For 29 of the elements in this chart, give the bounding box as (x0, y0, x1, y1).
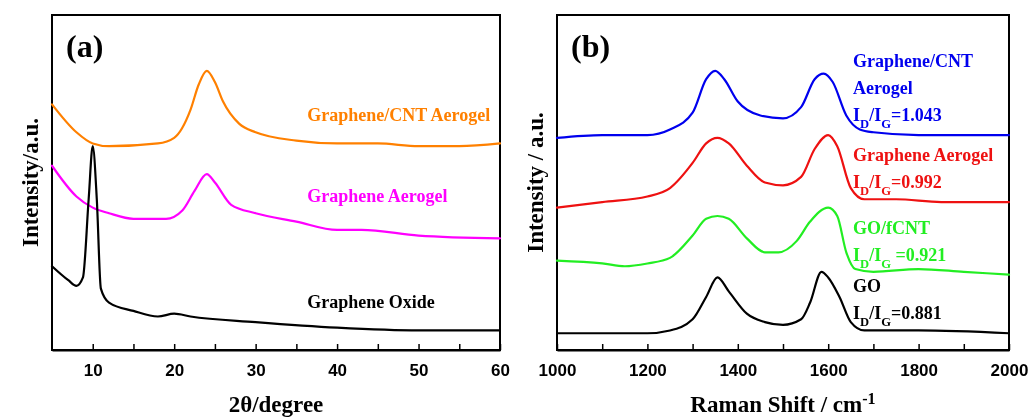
x-tick-label: 10 (83, 361, 103, 381)
x-tick-label: 1200 (628, 361, 667, 381)
series-label: Graphene Oxide (307, 291, 435, 312)
x-tick-label: 30 (246, 361, 266, 381)
x-axis-title: Raman Shift / cm$^{-1}$ (690, 389, 876, 417)
x-axis-title: 2θ/degree (228, 392, 324, 417)
chart-title: (a) (66, 28, 104, 64)
series-label: GO (853, 276, 882, 297)
x-tick-label: 60 (491, 361, 510, 381)
annotation: I$_{D}$/I$_{G}$=0.881 (853, 303, 942, 330)
series-label: Graphene/CNT Aerogel (307, 104, 491, 125)
series-label: Graphene Aerogel (307, 185, 448, 206)
x-tick-label: 1000 (538, 361, 577, 381)
y-axis-title: Intensity / a.u. (523, 112, 548, 253)
series-label: GO/fCNT (853, 217, 931, 238)
annotation: I$_{D}$/I$_{G}$=0.992 (853, 172, 942, 199)
annotation: I$_{D}$/I$_{G}$ =0.921 (853, 244, 947, 271)
x-tick-label: 20 (165, 361, 185, 381)
x-tick-label: 2000 (990, 361, 1029, 381)
x-tick-label: 1400 (719, 361, 758, 381)
x-tick-label: 50 (409, 361, 429, 381)
x-tick-label: 1600 (809, 361, 848, 381)
series-label: Graphene Aerogel (853, 145, 994, 166)
chart-title: (b) (571, 28, 611, 64)
series-label: Graphene/CNT Aerogel (853, 51, 974, 99)
x-tick-label: 40 (328, 361, 348, 381)
y-axis-title: Intensity/a.u. (18, 117, 43, 248)
x-tick-label: 1800 (900, 361, 939, 381)
annotation: I$_{D}$/I$_{G}$=1.043 (853, 105, 942, 132)
